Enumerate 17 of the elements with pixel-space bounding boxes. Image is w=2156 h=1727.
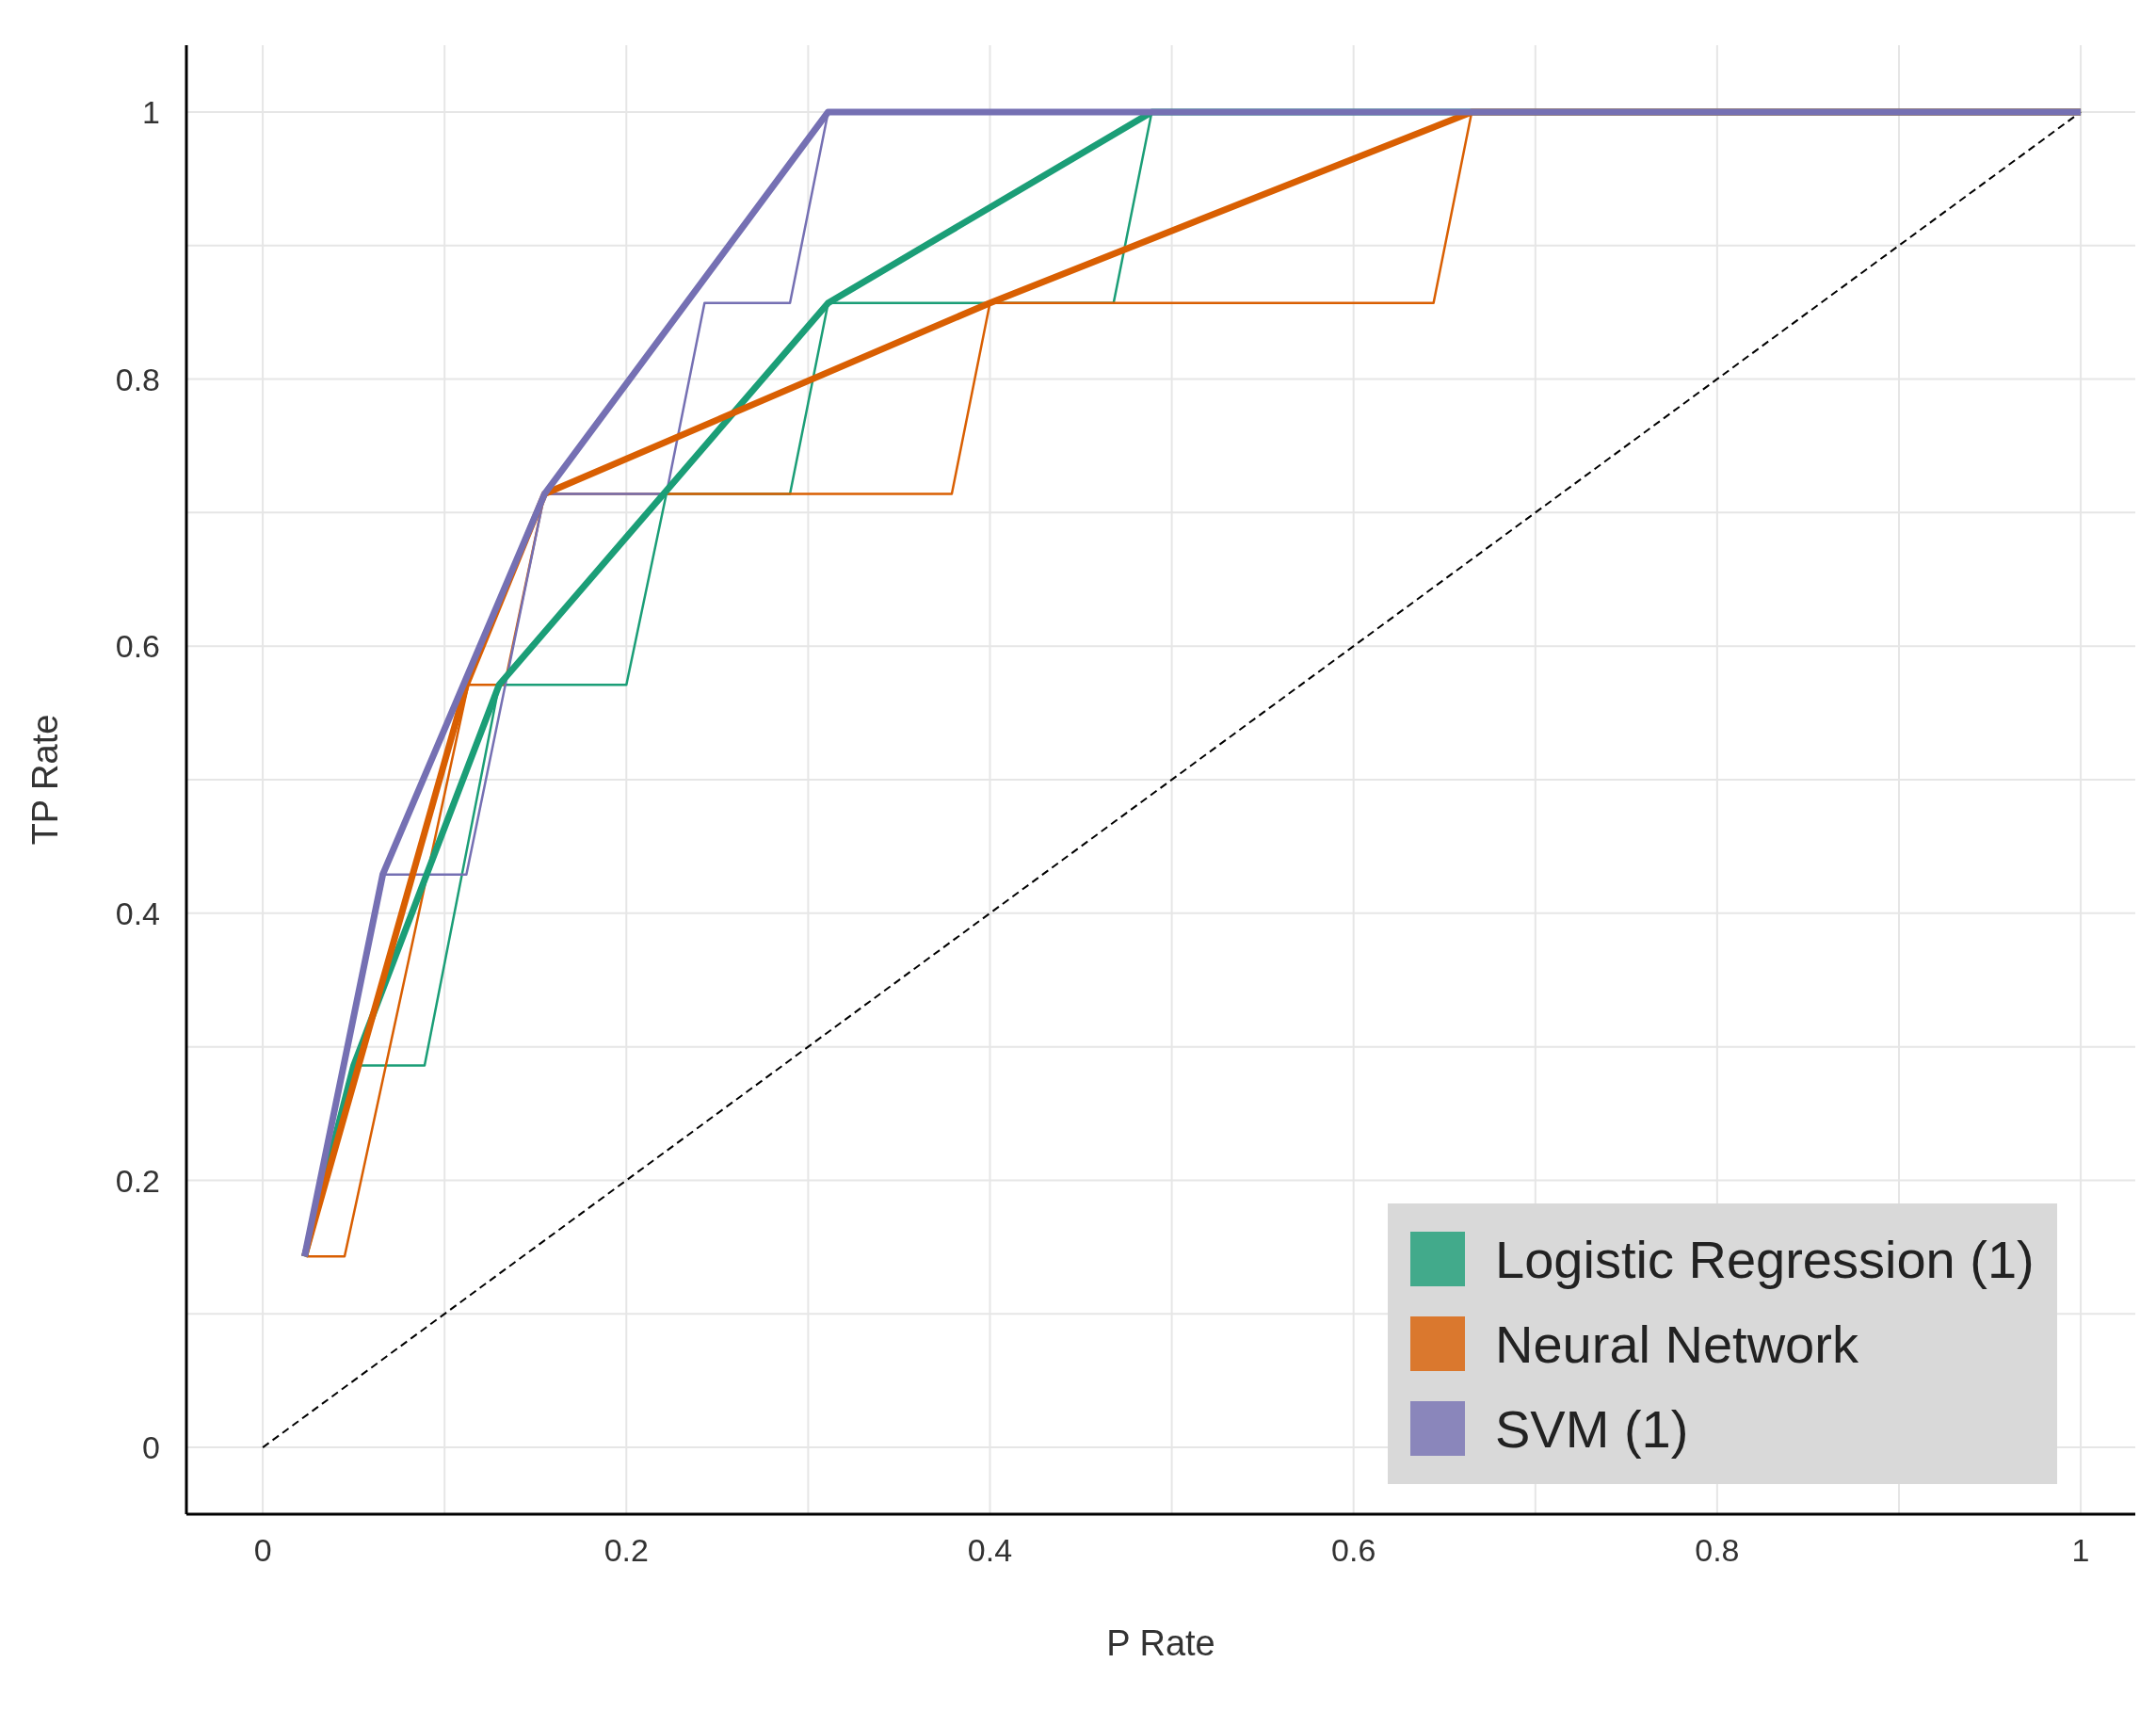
y-tick-label: 0.6 bbox=[115, 628, 160, 665]
legend-label: Neural Network bbox=[1495, 1313, 1858, 1375]
y-tick-label: 0.8 bbox=[115, 361, 160, 397]
y-tick-label: 0.4 bbox=[115, 895, 160, 931]
y-tick-label: 0 bbox=[142, 1429, 160, 1466]
x-axis-title: P Rate bbox=[1106, 1623, 1215, 1663]
x-tick-label: 0.8 bbox=[1695, 1532, 1740, 1569]
y-tick-label: 0.2 bbox=[115, 1162, 160, 1199]
x-tick-label: 0 bbox=[253, 1532, 272, 1569]
y-tick-label: 1 bbox=[142, 93, 160, 130]
legend-label: Logistic Regression (1) bbox=[1495, 1228, 2035, 1290]
y-axis-title: TP Rate bbox=[25, 714, 66, 846]
x-tick-label: 0.2 bbox=[603, 1532, 649, 1569]
legend-label: SVM (1) bbox=[1495, 1397, 1689, 1460]
x-tick-label: 1 bbox=[2071, 1532, 2090, 1569]
x-tick-label: 0.6 bbox=[1331, 1532, 1376, 1569]
x-tick-label: 0.4 bbox=[967, 1532, 1013, 1569]
